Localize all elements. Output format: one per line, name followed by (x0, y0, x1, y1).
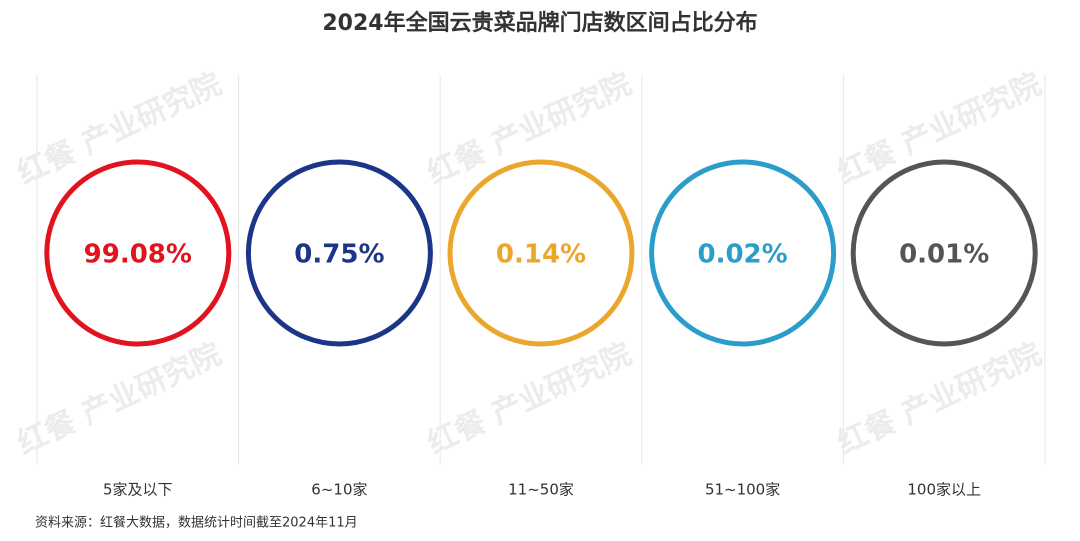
ring (245, 159, 433, 347)
ring (850, 159, 1038, 347)
category-label: 51~100家 (705, 481, 780, 499)
ring (649, 159, 837, 347)
source-note: 资料来源：红餐大数据，数据统计时间截至2024年11月 (35, 515, 358, 531)
ring (44, 159, 232, 347)
watermark: 红餐 产业研究院 (12, 337, 227, 462)
chart-title: 2024年全国云贵菜品牌门店数区间占比分布 (322, 10, 757, 36)
category-label: 11~50家 (508, 481, 574, 499)
category-label: 100家以上 (907, 481, 981, 499)
value-label: 0.14% (496, 240, 586, 270)
watermark: 红餐 产业研究院 (832, 337, 1047, 462)
category-label: 5家及以下 (103, 481, 173, 499)
ring (447, 159, 635, 347)
category-label: 6~10家 (311, 481, 367, 499)
value-label: 99.08% (84, 240, 192, 270)
value-label: 0.01% (899, 240, 989, 270)
watermark: 红餐 产业研究院 (422, 337, 637, 462)
value-label: 0.75% (294, 240, 384, 270)
value-label: 0.02% (697, 240, 787, 270)
